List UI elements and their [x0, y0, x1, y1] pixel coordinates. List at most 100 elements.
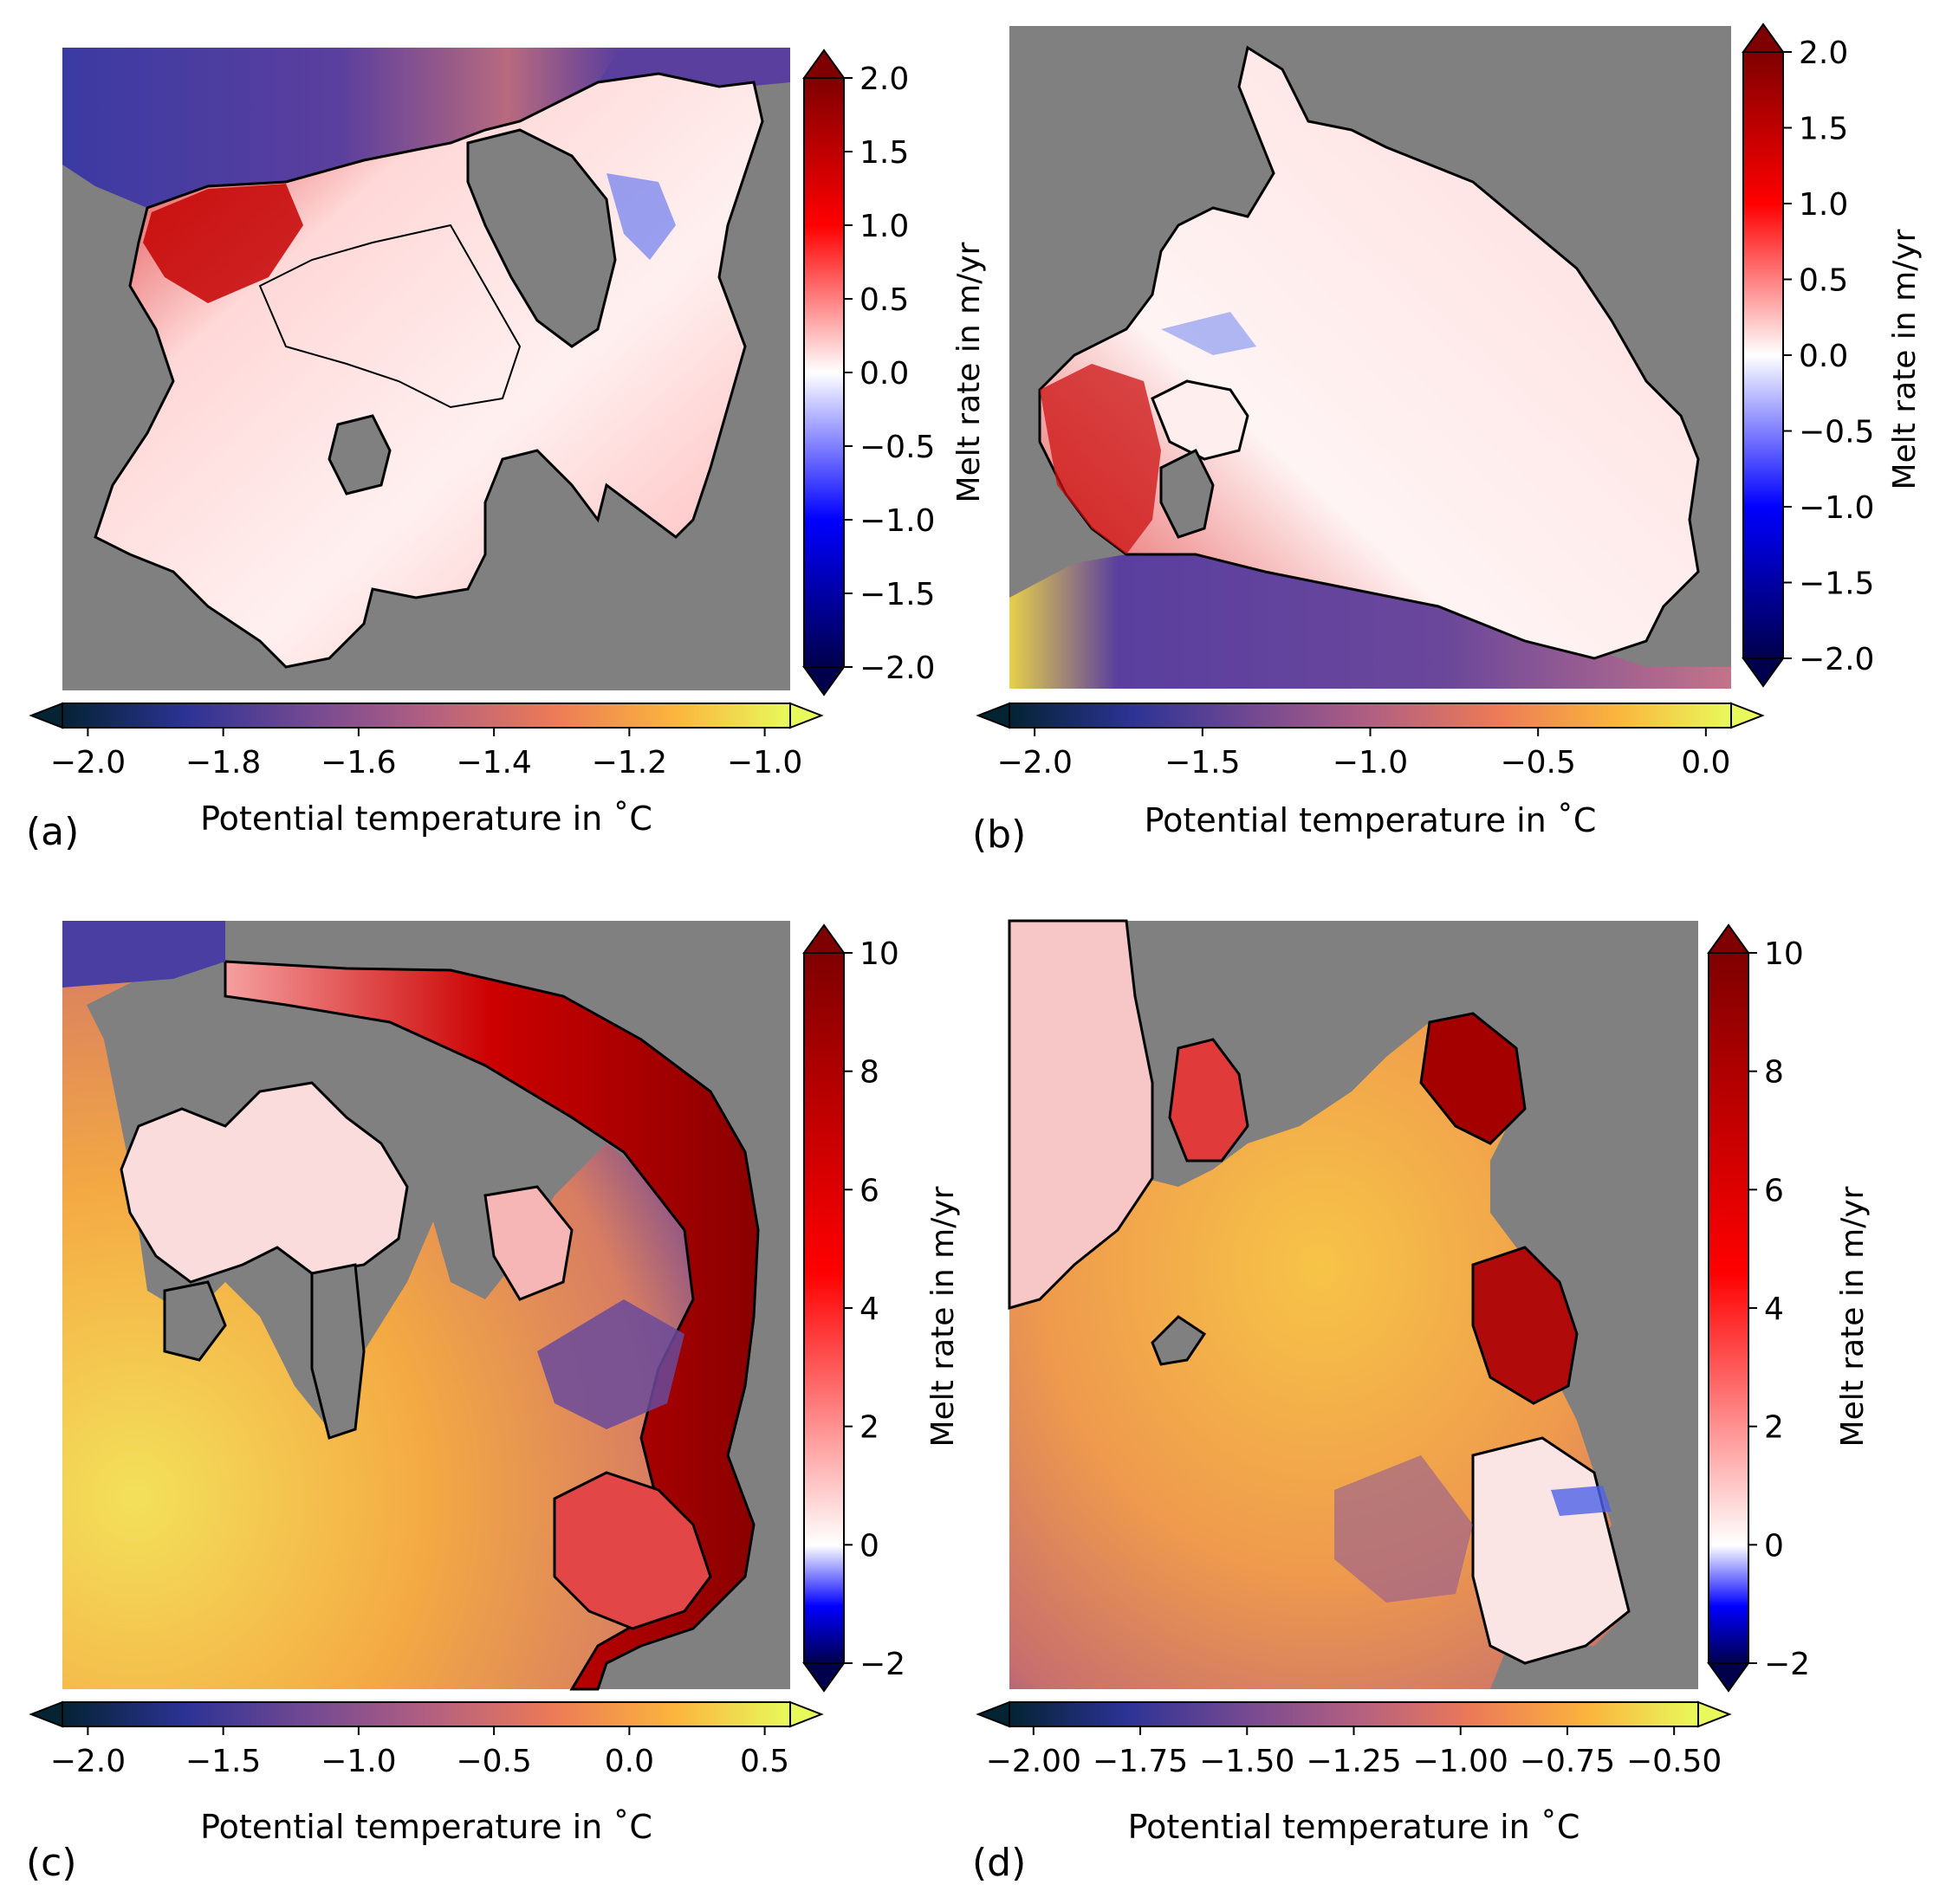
melt-colorbar-tick-label: −2 [1764, 1647, 1810, 1682]
temperature-colorbar-tick-label: −1.2 [592, 745, 667, 780]
panel-a-ice-rise [466, 128, 617, 348]
panel-label: (c) [26, 1841, 77, 1885]
melt-colorbar-tick-label: −0.5 [1799, 415, 1874, 450]
melt-colorbar-tick-label: 1.0 [859, 209, 909, 244]
melt-colorbar-tick-label: 0 [859, 1528, 879, 1564]
panel-c-ice-shelf-east [224, 960, 760, 1691]
panel-label: (a) [26, 810, 79, 854]
melt-colorbar-tick-label: 1.5 [1799, 112, 1848, 147]
panel-c-fjord-2 [310, 1263, 366, 1440]
panel-a-inner-contour [258, 223, 522, 409]
melt-colorbar-tick-label: 4 [859, 1292, 879, 1327]
temperature-colorbar-a: −2.0 −1.8 −1.6 −1.4 −1.2 −1.0 Potential temper… [29, 702, 824, 838]
melt-colorbar-tick-label: 6 [859, 1173, 879, 1208]
melt-colorbar-max-extend [802, 923, 846, 954]
melt-colorbar-min-extend [1742, 657, 1785, 688]
melt-colorbar-tick-label: 0.5 [1799, 263, 1848, 299]
panel-a-island [328, 414, 392, 495]
temperature-colorbar-tick-label: −1.4 [456, 745, 531, 780]
panel-c-fjord-3 [483, 1185, 574, 1301]
panel-b: (b) [972, 26, 1731, 857]
temperature-colorbar-max-extend [789, 1700, 824, 1728]
temperature-colorbar-tick-label: −1.0 [727, 745, 802, 780]
temperature-colorbar-body [62, 1701, 791, 1727]
melt-colorbar-min-extend [802, 666, 846, 696]
panel-d-ice-shelf-ne [1419, 1012, 1527, 1145]
panel-d-ice-shelf-east [1471, 1246, 1579, 1405]
temperature-colorbar-tick-label: −2.0 [50, 745, 126, 780]
temperature-colorbar-body [1009, 1701, 1699, 1727]
temperature-colorbar-label: Potential temperature in ˚C [1128, 1808, 1580, 1846]
melt-colorbar-tick-label: 6 [1764, 1173, 1784, 1208]
temperature-colorbar-max-extend [789, 702, 824, 729]
panel-a-blue-zone [607, 173, 676, 260]
temperature-colorbar-body [1009, 703, 1732, 729]
temperature-colorbar-d: −2.00 −1.75 −1.50 −1.25 −1.00 −0.75 −0.50 Poten… [976, 1700, 1732, 1846]
melt-colorbar-tick-label: −2.0 [1799, 642, 1874, 677]
panel-label: (b) [972, 813, 1026, 857]
melt-colorbar-body [803, 77, 845, 668]
temperature-colorbar-c: −2.0 −1.5 −1.0 −0.5 0.0 0.5 Potential temperat… [29, 1700, 824, 1846]
temperature-colorbar-tick-label: 0.0 [605, 1744, 654, 1779]
temperature-colorbar-tick-label: −2.0 [50, 1744, 126, 1779]
temperature-colorbar-min-extend [976, 1700, 1010, 1728]
melt-colorbar-body [803, 952, 845, 1664]
melt-colorbar-b: 2.0 1.5 1.0 0.5 0.0 −0.5 −1.0 −1.5 −2.0 Melt rate… [1742, 23, 1923, 688]
melt-colorbar-max-extend [1742, 23, 1785, 53]
temperature-colorbar-tick-label: −1.75 [1093, 1744, 1188, 1779]
panel-c: (c) [26, 921, 790, 1885]
temperature-colorbar-tick-label: −1.5 [1164, 745, 1240, 780]
melt-colorbar-tick-label: 8 [1764, 1055, 1784, 1091]
panel-d-ice-shelf-nw [1008, 919, 1154, 1310]
melt-colorbar-body [1742, 51, 1784, 659]
temperature-colorbar-tick-label: 0.0 [1681, 745, 1730, 780]
melt-colorbar-d: 10 8 6 4 2 0 −2 Melt rate in m/yr [1707, 923, 1871, 1693]
temperature-colorbar-label: Potential temperature in ˚C [1145, 801, 1597, 839]
temperature-colorbar-tick-label: −0.5 [1500, 745, 1575, 780]
temperature-colorbar-max-extend [1730, 702, 1765, 729]
melt-colorbar-tick-label: 10 [859, 936, 899, 972]
temperature-colorbar-tick-label: −2.0 [996, 745, 1072, 780]
melt-colorbar-tick-label: −1.5 [859, 577, 935, 612]
temperature-colorbar-tick-label: −1.00 [1413, 1744, 1508, 1779]
melt-colorbar-tick-label: 4 [1764, 1292, 1784, 1327]
melt-colorbar-tick-label: 1.0 [1799, 187, 1848, 223]
temperature-colorbar-tick-label: −1.6 [321, 745, 396, 780]
temperature-colorbar-tick-label: −0.50 [1626, 1744, 1722, 1779]
panel-b-blue-streak [1161, 312, 1256, 355]
melt-colorbar-body [1708, 952, 1749, 1664]
melt-colorbar-label: Melt rate in m/yr [925, 1186, 961, 1447]
melt-colorbar-tick-label: 0.0 [1799, 339, 1848, 374]
panel-d-land [1109, 921, 1698, 1689]
melt-colorbar-min-extend [802, 1662, 846, 1693]
panel-c-ice-shelf-south [553, 1471, 712, 1630]
melt-colorbar-tick-label: 0.0 [859, 356, 909, 392]
melt-colorbar-label: Melt rate in m/yr [1887, 229, 1923, 489]
melt-colorbar-a: 2.0 1.5 1.0 0.5 0.0 −0.5 −1.0 −1.5 −2.0 Melt rate… [802, 49, 987, 696]
temperature-colorbar-tick-label: −0.75 [1520, 1744, 1615, 1779]
temperature-colorbar-label: Potential temperature in ˚C [200, 1808, 652, 1846]
panel-d-cold-plume [1334, 1455, 1473, 1603]
melt-colorbar-tick-label: 0 [1764, 1528, 1784, 1564]
temperature-colorbar-tick-label: −1.0 [321, 1744, 396, 1779]
temperature-colorbar-min-extend [29, 702, 63, 729]
temperature-colorbar-body [62, 703, 791, 729]
panel-b-island [1159, 448, 1215, 539]
temperature-colorbar-tick-label: −2.00 [986, 1744, 1081, 1779]
melt-colorbar-tick-label: −1.5 [1799, 567, 1874, 602]
temperature-colorbar-max-extend [1697, 1700, 1732, 1728]
melt-colorbar-tick-label: 0.5 [859, 282, 909, 318]
panel-c-fjord-1 [163, 1280, 227, 1362]
temperature-colorbar-tick-label: −1.5 [185, 1744, 261, 1779]
temperature-colorbar-b: −2.0 −1.5 −1.0 −0.5 0.0 Potential temperature… [976, 702, 1765, 839]
melt-colorbar-c: 10 8 6 4 2 0 −2 Melt rate in m/yr [802, 923, 961, 1693]
temperature-colorbar-tick-label: −1.8 [185, 745, 261, 780]
panel-c-cold-water [62, 921, 225, 988]
melt-colorbar-tick-label: 2 [1764, 1410, 1784, 1446]
panel-b-ice-rise [1151, 379, 1249, 461]
panel-b-hot-zone [1040, 364, 1161, 554]
temperature-colorbar-min-extend [29, 1700, 63, 1728]
melt-colorbar-max-extend [802, 49, 846, 79]
temperature-colorbar-tick-label: −1.50 [1199, 1744, 1294, 1779]
